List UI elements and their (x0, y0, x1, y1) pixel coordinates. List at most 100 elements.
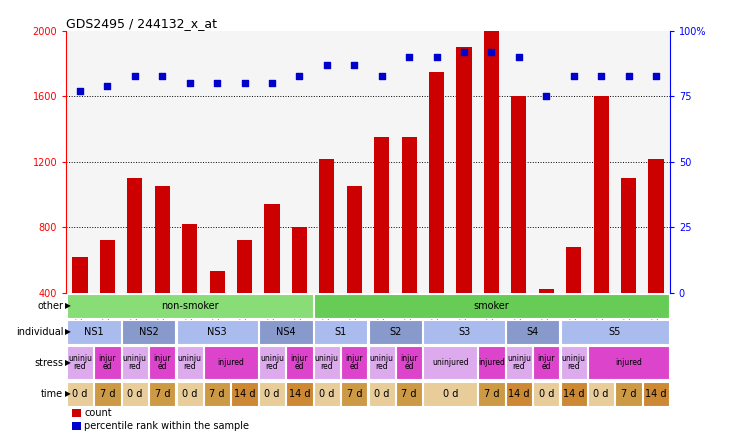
Bar (71, 409, 81, 417)
Point (623, 72, 634, 79)
Bar (319, 159, 334, 358)
Bar (396, 382, 422, 406)
Text: 0 d: 0 d (442, 388, 458, 399)
Text: S1: S1 (334, 327, 347, 337)
Bar (292, 227, 307, 358)
Text: S5: S5 (609, 327, 621, 337)
Text: 0 d: 0 d (264, 388, 280, 399)
Bar (94, 346, 121, 379)
Bar (314, 320, 367, 344)
Text: uninju
red: uninju red (260, 354, 284, 372)
Text: NS1: NS1 (84, 327, 104, 337)
Bar (94, 382, 121, 406)
Bar (204, 346, 258, 379)
Text: 14 d: 14 d (234, 388, 255, 399)
Text: S2: S2 (389, 327, 402, 337)
Bar (561, 346, 587, 379)
Text: NS3: NS3 (208, 327, 227, 337)
Bar (347, 186, 362, 358)
Point (486, 48, 498, 56)
Bar (121, 382, 148, 406)
Point (211, 80, 223, 87)
Bar (121, 346, 148, 379)
Point (595, 72, 607, 79)
Bar (478, 346, 505, 379)
Text: 7 d: 7 d (401, 388, 417, 399)
Text: other: other (38, 301, 63, 311)
Bar (484, 31, 499, 358)
Bar (210, 271, 224, 358)
Text: 14 d: 14 d (508, 388, 530, 399)
Point (102, 83, 113, 90)
Text: injur
ed: injur ed (291, 354, 308, 372)
Point (238, 80, 250, 87)
Bar (533, 382, 559, 406)
Bar (149, 346, 175, 379)
Bar (155, 186, 170, 358)
Text: injur
ed: injur ed (154, 354, 171, 372)
Text: uninjured: uninjured (432, 358, 469, 367)
Text: 7 d: 7 d (99, 388, 115, 399)
Point (156, 72, 168, 79)
Bar (402, 137, 417, 358)
Text: non-smoker: non-smoker (161, 301, 219, 311)
Bar (423, 346, 477, 379)
Bar (369, 320, 422, 344)
Text: 14 d: 14 d (563, 388, 584, 399)
Bar (177, 346, 203, 379)
Bar (429, 72, 444, 358)
Text: injur
ed: injur ed (99, 354, 116, 372)
Text: 7 d: 7 d (347, 388, 362, 399)
Text: injured: injured (615, 358, 642, 367)
Text: injur
ed: injur ed (400, 354, 418, 372)
Bar (264, 204, 280, 358)
Point (184, 80, 196, 87)
Bar (286, 346, 313, 379)
Point (650, 72, 662, 79)
Text: NS2: NS2 (138, 327, 158, 337)
Bar (177, 320, 258, 344)
Text: 14 d: 14 d (645, 388, 667, 399)
Point (321, 62, 333, 69)
Bar (314, 382, 340, 406)
Bar (231, 382, 258, 406)
Text: uninju
red: uninju red (369, 354, 394, 372)
Text: ▶: ▶ (65, 389, 71, 398)
Bar (67, 382, 93, 406)
Text: 0 d: 0 d (72, 388, 88, 399)
Text: 0 d: 0 d (319, 388, 335, 399)
Point (513, 54, 525, 61)
Text: S4: S4 (526, 327, 539, 337)
Text: 0 d: 0 d (374, 388, 389, 399)
Point (348, 62, 360, 69)
Bar (182, 224, 197, 358)
Bar (67, 293, 313, 318)
Bar (588, 346, 669, 379)
Text: 7 d: 7 d (209, 388, 225, 399)
Bar (566, 247, 581, 358)
Bar (71, 422, 81, 430)
Bar (648, 159, 664, 358)
Text: ▶: ▶ (65, 327, 71, 337)
Bar (177, 382, 203, 406)
Text: 0 d: 0 d (182, 388, 197, 399)
Point (294, 72, 305, 79)
Text: uninju
red: uninju red (315, 354, 339, 372)
Text: 7 d: 7 d (155, 388, 170, 399)
Text: 7 d: 7 d (621, 388, 637, 399)
Bar (259, 320, 313, 344)
Text: percentile rank within the sample: percentile rank within the sample (84, 421, 249, 432)
Bar (643, 382, 669, 406)
Bar (423, 320, 505, 344)
Text: uninju
red: uninju red (123, 354, 146, 372)
Bar (533, 346, 559, 379)
Text: 0 d: 0 d (127, 388, 143, 399)
Bar (594, 96, 609, 358)
Point (74, 87, 86, 95)
Point (403, 54, 415, 61)
Bar (456, 48, 472, 358)
Bar (539, 289, 554, 358)
Text: 0 d: 0 d (539, 388, 554, 399)
Bar (621, 178, 636, 358)
Text: count: count (84, 408, 112, 418)
